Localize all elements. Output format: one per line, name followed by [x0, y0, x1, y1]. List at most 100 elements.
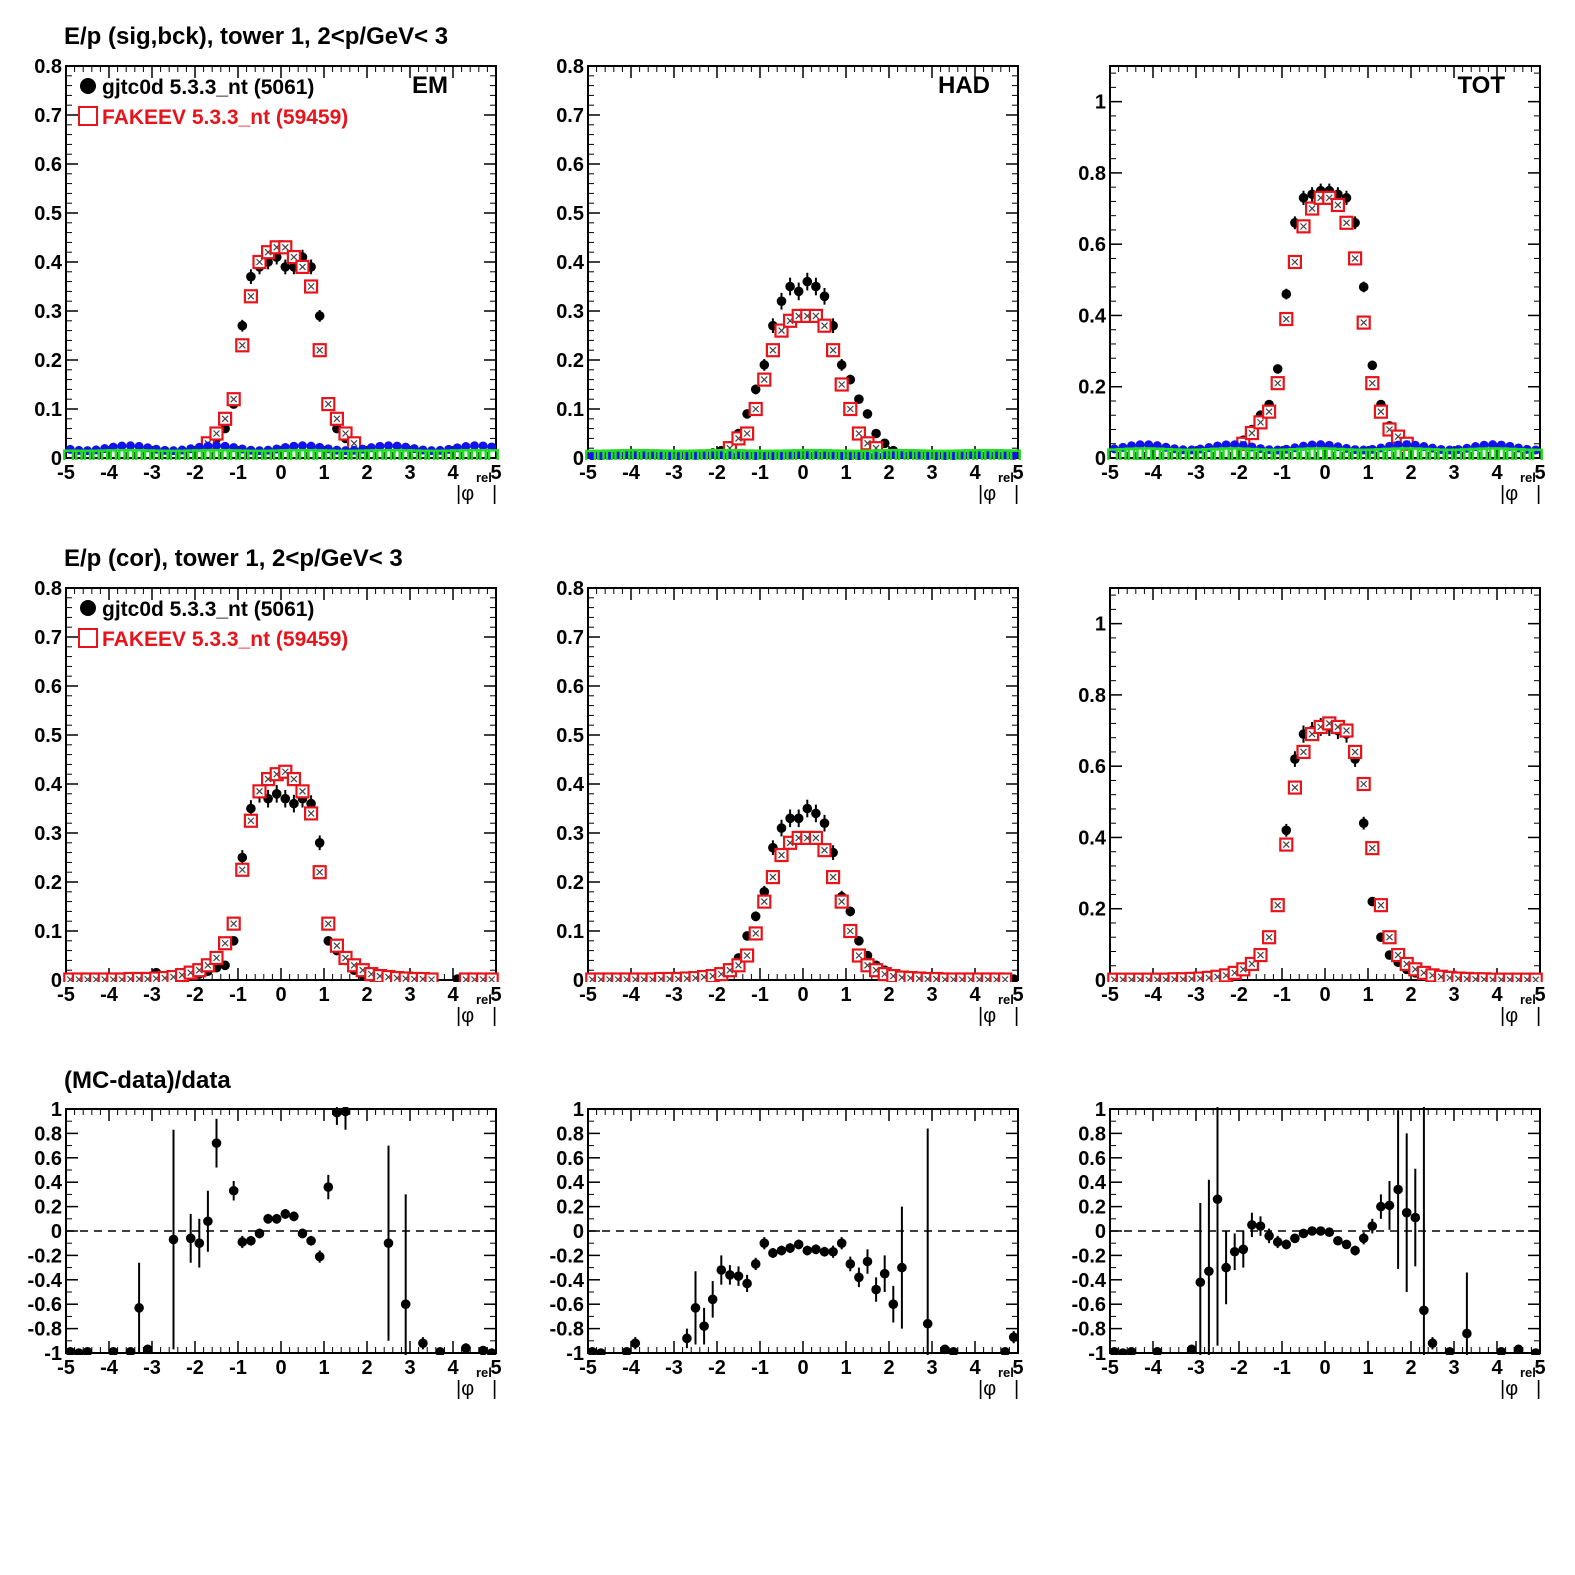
x-tick-label: 5 — [1534, 462, 1545, 484]
data-point — [793, 813, 804, 824]
data-point — [802, 1245, 813, 1256]
x-tick-label: 4 — [1491, 462, 1503, 484]
data-point — [1358, 1233, 1369, 1244]
bck-mc-marker — [321, 449, 336, 460]
x-tick-label: -3 — [1187, 984, 1205, 1006]
data-point — [759, 887, 770, 897]
data-point — [1290, 1233, 1300, 1244]
x-tick-label: 5 — [490, 1357, 501, 1379]
bck-mc-marker — [1502, 447, 1518, 460]
bck-mc-marker — [381, 448, 396, 460]
bck-mc-marker — [1442, 448, 1457, 460]
bck-mc-marker — [1382, 447, 1397, 460]
bck-mc-marker — [467, 448, 482, 460]
x-tick-label: -3 — [143, 984, 161, 1006]
mc-marker — [484, 972, 499, 982]
data-point — [871, 428, 881, 439]
bck-mc-marker — [475, 448, 491, 460]
bck-mc-marker — [593, 449, 609, 460]
bck-mc-marker — [585, 449, 600, 460]
mc-marker-cross — [838, 898, 846, 906]
x-tick-label: 0 — [275, 984, 286, 1006]
x-tick-label: -1 — [751, 1357, 769, 1379]
y-tick-label: 0.4 — [34, 252, 63, 274]
bck-mc-marker — [645, 449, 660, 460]
data-point — [306, 798, 316, 809]
data-point — [836, 360, 847, 370]
bck-mc-marker — [886, 448, 901, 460]
x-tick-label: -2 — [1230, 1357, 1248, 1379]
mc-marker-cross — [1343, 727, 1350, 734]
bck-mc-marker — [714, 448, 729, 460]
markers — [63, 764, 499, 982]
bck-mc-marker — [131, 449, 147, 460]
mc-marker-cross — [812, 834, 820, 842]
bck-mc-marker — [407, 449, 422, 460]
x-axis-label-close: | — [492, 1005, 497, 1027]
x-tick-label: -4 — [1144, 984, 1163, 1006]
data-point — [1221, 1262, 1231, 1273]
bck-mc-marker — [1365, 448, 1380, 460]
y-tick-label: 0.8 — [556, 56, 584, 78]
bck-mc-marker — [1347, 448, 1363, 460]
bck-mc-marker — [989, 449, 1004, 460]
bck-mc-marker — [1150, 447, 1165, 460]
mc-marker-cross — [1334, 201, 1342, 209]
data-point — [289, 1211, 299, 1222]
mc-marker-cross — [488, 976, 496, 982]
data-point — [1358, 818, 1369, 828]
mc-marker-cross — [290, 253, 298, 261]
data-point — [879, 1268, 890, 1279]
data-point — [1298, 193, 1309, 203]
mc-marker-cross — [752, 930, 760, 937]
mc-marker-cross — [760, 898, 768, 906]
data-point — [65, 1346, 76, 1355]
x-axis-label-close: | — [1536, 1005, 1541, 1027]
y-tick-label: 0.1 — [34, 399, 62, 421]
bck-mc-marker — [1210, 447, 1225, 460]
y-tick-label: 0.6 — [1078, 756, 1106, 778]
data-point — [922, 1318, 933, 1329]
x-tick-label: -1 — [1273, 984, 1291, 1006]
data-point — [1496, 1346, 1507, 1355]
y-tick-label: 1 — [1095, 1099, 1106, 1121]
bck-mc-marker — [71, 449, 87, 460]
data-point — [750, 384, 761, 395]
bck-mc-marker — [372, 449, 388, 460]
bck-mc-marker — [636, 448, 652, 460]
bck-mc-marker — [174, 449, 190, 460]
y-tick-label: 0.2 — [1078, 1197, 1106, 1219]
mc-marker-cross — [778, 851, 785, 859]
bck-mc-marker — [800, 448, 815, 460]
bck-mc-marker — [1390, 447, 1406, 460]
bck-mc-marker — [1175, 448, 1191, 460]
x-tick-label: 1 — [840, 1357, 851, 1379]
row-title-ratio: (MC-data)/data — [64, 1067, 231, 1094]
mc-marker-cross — [1351, 255, 1359, 262]
bck-mc-marker — [877, 449, 892, 460]
mc-marker-cross — [316, 868, 324, 876]
x-tick-label: 0 — [797, 462, 808, 484]
data-point — [948, 1346, 959, 1355]
data-point — [811, 808, 821, 819]
data-point — [168, 1234, 179, 1245]
bck-data-point — [1135, 440, 1145, 450]
data-point — [134, 1303, 144, 1313]
x-tick-label: -4 — [100, 462, 119, 484]
bck-data-point — [134, 441, 144, 451]
data-point — [690, 1303, 701, 1313]
legend-entry-data: gjtc0d 5.3.3_nt (5061) — [102, 598, 314, 621]
data-point — [759, 360, 770, 370]
y-tick-label: -0.6 — [1072, 1294, 1106, 1316]
data-point — [750, 1259, 761, 1269]
x-axis-label-close: | — [1536, 483, 1541, 505]
data-point — [1341, 1239, 1352, 1250]
mc-marker-cross — [1265, 933, 1273, 941]
mc-marker-cross — [281, 243, 289, 251]
y-tick-label: -0.8 — [28, 1319, 62, 1341]
data-point — [1307, 1226, 1317, 1236]
markers — [63, 240, 499, 460]
bck-mc-marker — [731, 449, 746, 460]
data-point — [194, 1238, 205, 1248]
